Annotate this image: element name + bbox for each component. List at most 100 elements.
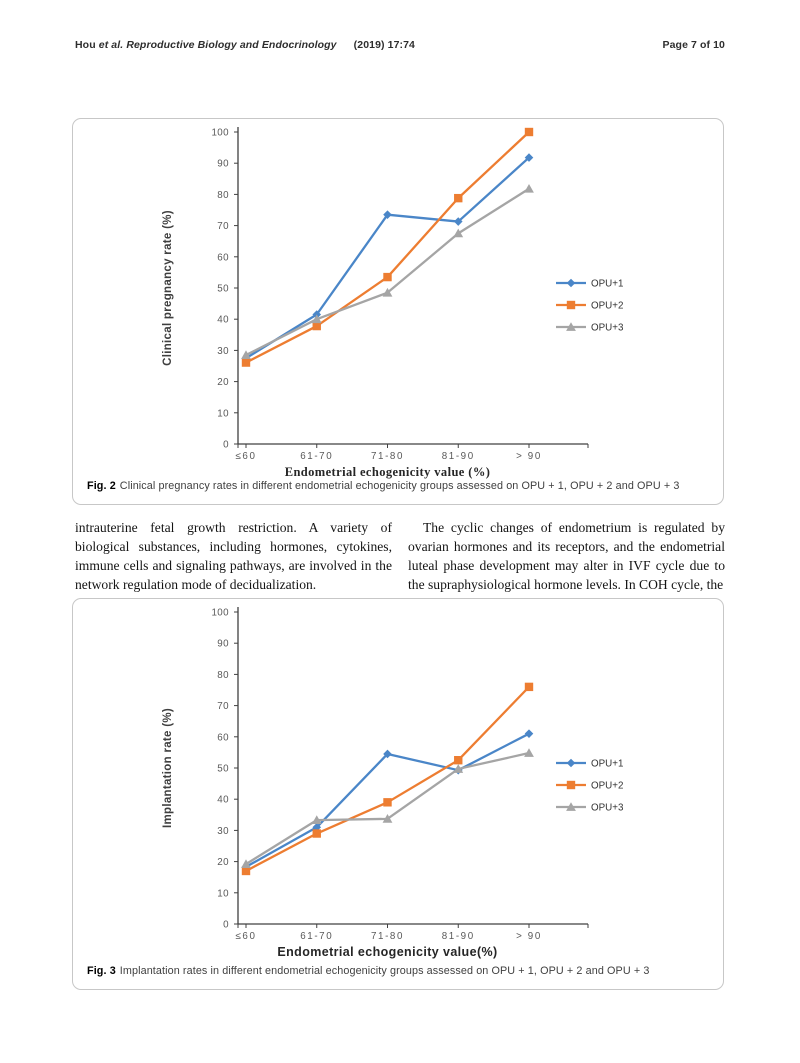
clinical-pregnancy-chart: 0 10 20 30 40 50 60 70 80 90 100 ≤60 61-70 71-80 81-90… bbox=[133, 125, 698, 488]
triangle-marker bbox=[241, 350, 251, 359]
legend-item-OPU+1: OPU+1 bbox=[556, 278, 623, 289]
triangle-marker bbox=[311, 815, 322, 825]
triangle-marker bbox=[566, 802, 576, 811]
legend-item-OPU+2: OPU+2 bbox=[556, 780, 623, 791]
x-tick-label: 71-80 bbox=[371, 451, 404, 462]
diamond-marker bbox=[566, 278, 576, 288]
series-OPU+2 bbox=[241, 682, 534, 876]
y-tick-label: 100 bbox=[211, 128, 229, 139]
y-tick-label: 10 bbox=[217, 888, 229, 899]
x-axis-title: Endometrial echogenicity value(%) bbox=[277, 945, 497, 959]
x-tick-label: > 90 bbox=[516, 931, 542, 942]
diamond-marker bbox=[453, 217, 463, 226]
y-tick-label: 90 bbox=[217, 159, 229, 170]
line-chart-svg: 0 10 20 30 40 50 60 70 80 90 100 ≤60 61-70 71-80 81-90… bbox=[162, 607, 624, 959]
x-tick-label: 61-70 bbox=[300, 451, 333, 462]
y-tick-label: 80 bbox=[217, 190, 229, 201]
figure-2-panel: 0 10 20 30 40 50 60 70 80 90 100 ≤60 61-70 71-80 81-90… bbox=[72, 118, 724, 505]
series-OPU+2 bbox=[241, 127, 534, 367]
y-tick-label: 40 bbox=[217, 795, 229, 806]
x-tick-label: 81-90 bbox=[442, 931, 475, 942]
y-tick-label: 40 bbox=[217, 315, 229, 326]
body-column-right: The cyclic changes of endometrium is reg… bbox=[408, 518, 725, 594]
legend-item-OPU+2: OPU+2 bbox=[556, 300, 623, 311]
y-axis-title: Implantation rate (%) bbox=[162, 708, 174, 828]
series-line bbox=[244, 156, 531, 360]
legend: OPU+1 OPU+2 OPU+3 bbox=[556, 278, 624, 333]
x-tick-label: 61-70 bbox=[300, 931, 333, 942]
header-journal: Reproductive Biology and Endocrinology bbox=[126, 39, 337, 51]
x-tick-label: 81-90 bbox=[442, 451, 475, 462]
x-axis-title: Endometrial echogenicity value (%) bbox=[285, 465, 491, 479]
figure-2-caption-text: Clinical pregnancy rates in different en… bbox=[119, 480, 680, 492]
legend-label: OPU+2 bbox=[591, 300, 623, 311]
triangle-marker bbox=[382, 814, 393, 823]
triangle-marker bbox=[524, 183, 534, 193]
square-marker bbox=[383, 798, 392, 807]
y-tick-label: 60 bbox=[217, 732, 229, 743]
legend-label: OPU+2 bbox=[591, 780, 623, 791]
x-tick-label: > 90 bbox=[516, 451, 542, 462]
figure-2-label: Fig. 2 bbox=[87, 480, 116, 492]
axes: 0 10 20 30 40 50 60 70 80 90 100 ≤60 61-70 71-80 81-90… bbox=[211, 127, 589, 462]
diamond-marker bbox=[383, 749, 392, 759]
series-line bbox=[244, 130, 531, 364]
header-page-number: Page 7 of 10 bbox=[662, 39, 725, 51]
legend-item-OPU+1: OPU+1 bbox=[556, 758, 623, 769]
line-chart-svg: 0 10 20 30 40 50 60 70 80 90 100 ≤60 61-70 71-80 81-90… bbox=[162, 127, 624, 479]
header-volume: (2019) 17:74 bbox=[353, 39, 415, 51]
figure-2-caption: Fig. 2 Clinical pregnancy rates in differ… bbox=[87, 480, 711, 492]
y-tick-label: 0 bbox=[223, 920, 229, 931]
y-tick-label: 30 bbox=[217, 346, 229, 357]
y-tick-label: 30 bbox=[217, 826, 229, 837]
legend-label: OPU+1 bbox=[591, 278, 623, 289]
y-tick-label: 80 bbox=[217, 670, 229, 681]
header-authors: Hou bbox=[75, 39, 96, 51]
triangle-marker bbox=[566, 322, 576, 331]
series-OPU+3 bbox=[241, 748, 534, 868]
body-paragraph-left: intrauterine fetal growth restriction. A… bbox=[75, 520, 392, 592]
y-tick-label: 70 bbox=[217, 701, 229, 712]
diamond-marker bbox=[524, 729, 534, 738]
diamond-marker bbox=[524, 153, 534, 162]
triangle-marker bbox=[524, 748, 534, 757]
triangle-marker bbox=[453, 764, 464, 773]
legend-label: OPU+3 bbox=[591, 322, 624, 333]
y-tick-label: 20 bbox=[217, 857, 229, 868]
series-OPU+1 bbox=[241, 729, 534, 872]
legend-label: OPU+1 bbox=[591, 758, 623, 769]
body-column-left: intrauterine fetal growth restriction. A… bbox=[75, 518, 392, 594]
square-marker bbox=[566, 780, 576, 790]
x-tick-label: 71-80 bbox=[371, 931, 404, 942]
y-tick-label: 90 bbox=[217, 639, 229, 650]
legend-item-OPU+3: OPU+3 bbox=[556, 802, 624, 813]
y-tick-label: 100 bbox=[211, 608, 229, 619]
square-marker bbox=[383, 272, 392, 282]
square-marker bbox=[524, 127, 534, 137]
triangle-marker bbox=[241, 859, 251, 868]
series-OPU+3 bbox=[241, 183, 534, 359]
y-axis-title: Clinical pregnancy rate (%) bbox=[162, 210, 174, 366]
header-et-al: et al. bbox=[98, 39, 124, 51]
square-marker bbox=[312, 829, 321, 838]
figure-3-caption-text: Implantation rates in different endometr… bbox=[119, 965, 650, 977]
figure-3-label: Fig. 3 bbox=[87, 965, 116, 977]
page-header: Hou et al. Reproductive Biology and Endo… bbox=[75, 39, 725, 51]
y-tick-label: 70 bbox=[217, 221, 229, 232]
y-tick-label: 50 bbox=[217, 284, 229, 295]
y-tick-label: 20 bbox=[217, 377, 229, 388]
axes: 0 10 20 30 40 50 60 70 80 90 100 ≤60 61-70 71-80 81-90… bbox=[211, 607, 589, 942]
legend: OPU+1 OPU+2 OPU+3 bbox=[556, 758, 624, 813]
implantation-rate-chart: 0 10 20 30 40 50 60 70 80 90 100 ≤60 61-70 71-80 81-90… bbox=[133, 605, 698, 968]
legend-label: OPU+3 bbox=[591, 802, 624, 813]
triangle-marker bbox=[311, 314, 322, 324]
y-tick-label: 60 bbox=[217, 252, 229, 263]
square-marker bbox=[454, 756, 463, 765]
square-marker bbox=[312, 321, 321, 331]
y-tick-label: 0 bbox=[223, 440, 229, 451]
square-marker bbox=[241, 866, 251, 876]
square-marker bbox=[241, 358, 251, 367]
triangle-marker bbox=[382, 287, 393, 297]
square-marker bbox=[566, 300, 576, 310]
body-paragraph-right: The cyclic changes of endometrium is reg… bbox=[408, 520, 725, 592]
